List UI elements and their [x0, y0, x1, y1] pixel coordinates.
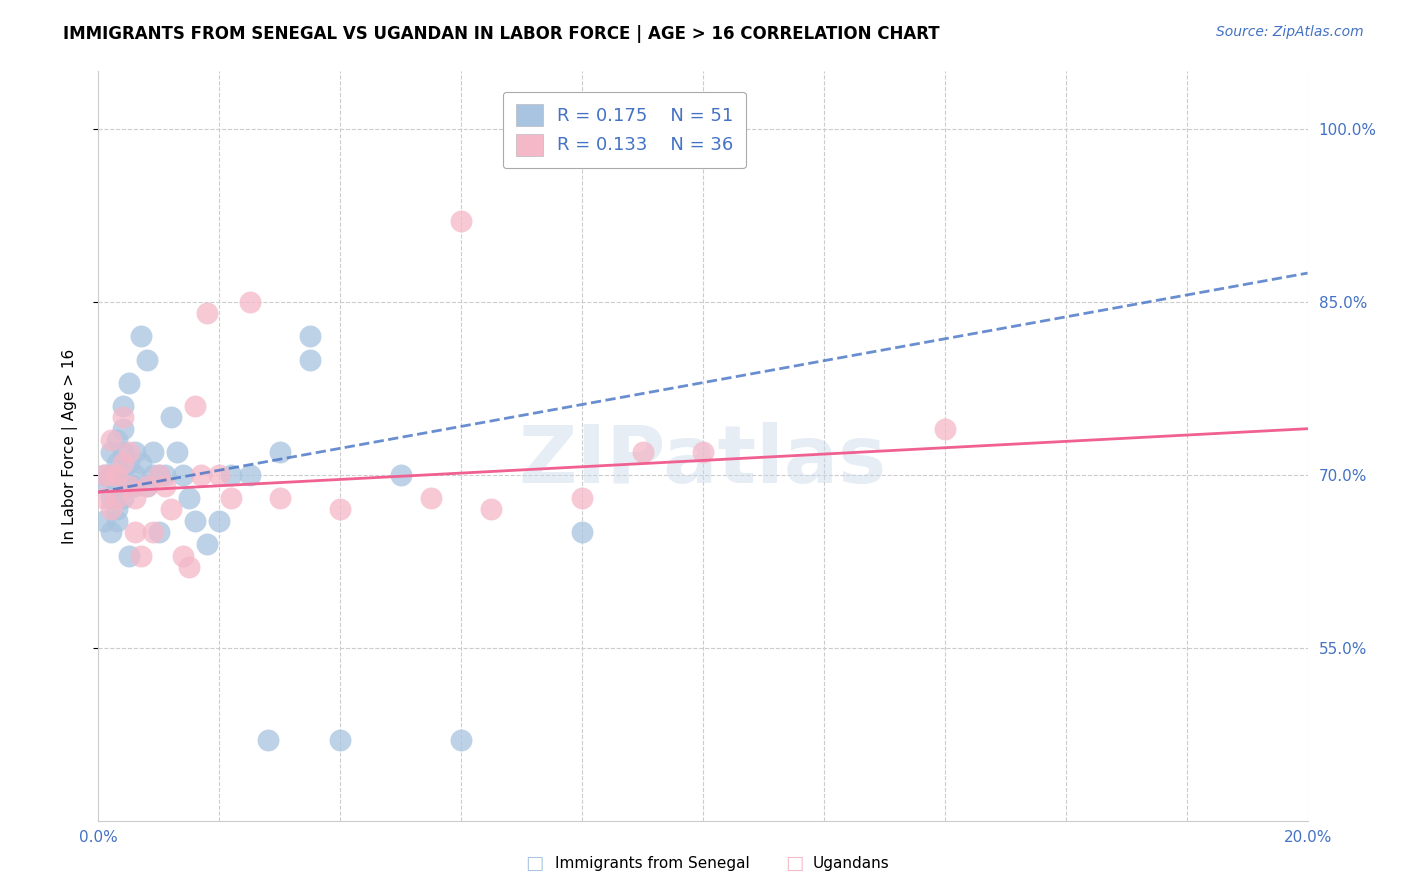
Point — [105, 467, 128, 482]
Point — [100, 444, 122, 458]
Point — [111, 456, 134, 470]
Point — [105, 479, 128, 493]
Point — [692, 444, 714, 458]
Point — [93, 514, 115, 528]
Point — [160, 410, 183, 425]
Point — [190, 467, 212, 482]
Point — [420, 491, 443, 505]
Point — [195, 537, 218, 551]
Point — [239, 294, 262, 309]
Point — [239, 467, 262, 482]
Point — [571, 491, 593, 505]
Point — [111, 467, 134, 482]
Point — [105, 434, 128, 448]
Point — [100, 525, 122, 540]
Point — [389, 467, 412, 482]
Y-axis label: In Labor Force | Age > 16: In Labor Force | Age > 16 — [62, 349, 77, 543]
Point — [153, 467, 176, 482]
Point — [135, 479, 157, 493]
Point — [105, 514, 128, 528]
Point — [329, 502, 352, 516]
Point — [179, 560, 201, 574]
Point — [100, 491, 122, 505]
Point — [118, 549, 141, 563]
Point — [172, 549, 194, 563]
Point — [111, 399, 134, 413]
Text: IMMIGRANTS FROM SENEGAL VS UGANDAN IN LABOR FORCE | AGE > 16 CORRELATION CHART: IMMIGRANTS FROM SENEGAL VS UGANDAN IN LA… — [63, 25, 939, 43]
Point — [93, 467, 115, 482]
Point — [135, 352, 157, 367]
Point — [142, 525, 165, 540]
Point — [172, 467, 194, 482]
Point — [153, 479, 176, 493]
Point — [124, 479, 146, 493]
Point — [148, 525, 170, 540]
Point — [124, 491, 146, 505]
Point — [208, 514, 231, 528]
Point — [124, 525, 146, 540]
Point — [481, 502, 503, 516]
Point — [118, 376, 141, 390]
Point — [93, 474, 115, 488]
Point — [269, 444, 291, 458]
Point — [93, 467, 115, 482]
Point — [179, 491, 201, 505]
Point — [160, 502, 183, 516]
Point — [256, 733, 278, 747]
Point — [129, 549, 152, 563]
Point — [148, 467, 170, 482]
Point — [118, 479, 141, 493]
Point — [184, 514, 207, 528]
Point — [142, 467, 165, 482]
Point — [105, 502, 128, 516]
Text: □: □ — [785, 854, 804, 873]
Point — [571, 525, 593, 540]
Point — [100, 502, 122, 516]
Point — [135, 479, 157, 493]
Point — [111, 410, 134, 425]
Text: Immigrants from Senegal: Immigrants from Senegal — [555, 856, 751, 871]
Point — [142, 444, 165, 458]
Point — [105, 467, 128, 482]
Point — [124, 444, 146, 458]
Point — [166, 444, 188, 458]
Point — [111, 491, 134, 505]
Point — [450, 733, 472, 747]
Point — [111, 444, 134, 458]
Point — [105, 491, 128, 505]
Point — [299, 329, 322, 343]
Point — [934, 422, 956, 436]
Text: □: □ — [524, 854, 544, 873]
Point — [111, 422, 134, 436]
Legend: R = 0.175    N = 51, R = 0.133    N = 36: R = 0.175 N = 51, R = 0.133 N = 36 — [503, 92, 747, 169]
Point — [221, 491, 243, 505]
Point — [124, 467, 146, 482]
Point — [118, 479, 141, 493]
Point — [184, 399, 207, 413]
Point — [299, 352, 322, 367]
Point — [208, 467, 231, 482]
Point — [129, 329, 152, 343]
Text: ZIPatlas: ZIPatlas — [519, 422, 887, 500]
Point — [269, 491, 291, 505]
Point — [100, 467, 122, 482]
Text: Source: ZipAtlas.com: Source: ZipAtlas.com — [1216, 25, 1364, 39]
Point — [148, 467, 170, 482]
Point — [195, 306, 218, 320]
Point — [100, 434, 122, 448]
Point — [118, 456, 141, 470]
Point — [631, 444, 654, 458]
Point — [93, 491, 115, 505]
Point — [329, 733, 352, 747]
Point — [100, 467, 122, 482]
Point — [118, 444, 141, 458]
Point — [129, 456, 152, 470]
Point — [221, 467, 243, 482]
Point — [105, 456, 128, 470]
Text: Ugandans: Ugandans — [813, 856, 890, 871]
Point — [450, 214, 472, 228]
